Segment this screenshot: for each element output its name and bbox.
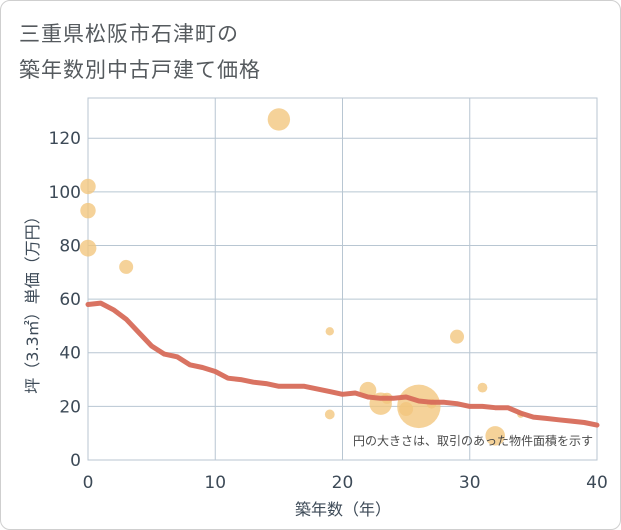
data-bubble [267,108,291,131]
data-bubble [324,409,335,420]
y-tick-label: 100 [49,183,81,203]
data-bubble [450,329,465,344]
data-bubble [485,426,506,446]
size-note: 円の大きさは、取引のあった物件面積を示す [353,433,593,448]
x-tick-label: 30 [459,473,481,493]
y-tick-label: 0 [70,451,81,471]
data-bubble [79,239,97,257]
data-bubble [80,202,96,219]
x-tick-label: 0 [83,473,94,493]
y-tick-label: 80 [59,236,81,256]
chart-title-line-1: 三重県松阪市石津町の [19,22,239,46]
trend-layer [85,300,600,428]
tick-layer: 0 10 20 30 40 0 20 40 60 80 100 120 [49,129,608,493]
y-tick-label: 60 [59,290,81,310]
y-tick-label: 40 [59,344,81,364]
x-axis-title: 築年数（年） [295,500,391,519]
data-bubble [80,178,96,195]
data-bubble [477,382,488,393]
data-bubble [325,327,334,336]
grid-layer [88,98,597,460]
x-tick-label: 10 [204,473,226,493]
data-bubble [119,259,134,274]
x-tick-label: 20 [332,473,354,493]
y-tick-label: 20 [59,397,81,417]
y-axis-title: 坪（3.3㎡）単価（万円） [23,208,42,393]
x-tick-label: 40 [586,473,608,493]
chart-title-line-2: 築年数別中古戸建て価格 [19,58,261,82]
trend-line [85,300,600,428]
y-tick-label: 120 [49,129,81,149]
